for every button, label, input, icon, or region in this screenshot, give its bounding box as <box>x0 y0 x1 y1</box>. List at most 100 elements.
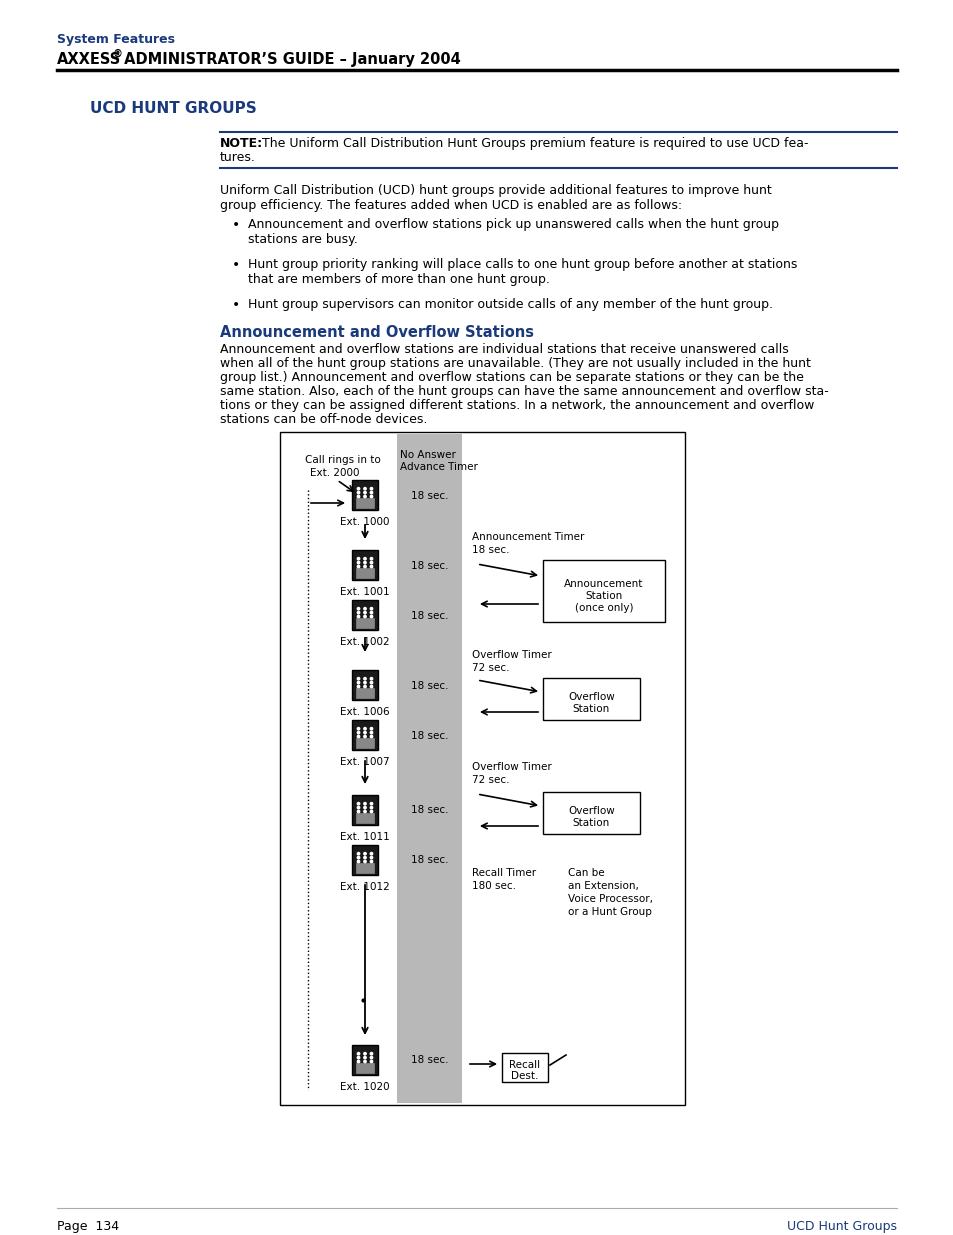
Text: Overflow
Station: Overflow Station <box>568 692 615 714</box>
Circle shape <box>357 562 359 564</box>
Circle shape <box>357 566 359 568</box>
Circle shape <box>357 492 359 494</box>
Circle shape <box>357 1052 359 1055</box>
Bar <box>355 1063 374 1073</box>
Circle shape <box>370 735 373 737</box>
Text: •: • <box>232 219 240 232</box>
Circle shape <box>370 727 373 730</box>
Circle shape <box>363 735 366 737</box>
Bar <box>501 1053 547 1082</box>
Bar <box>396 433 461 1103</box>
Text: 18 sec.: 18 sec. <box>411 492 448 501</box>
Text: 18 sec.: 18 sec. <box>472 545 509 555</box>
Circle shape <box>370 731 373 734</box>
Circle shape <box>363 1052 366 1055</box>
Circle shape <box>370 803 373 805</box>
Circle shape <box>363 685 366 688</box>
Circle shape <box>370 682 373 684</box>
Text: Uniform Call Distribution (UCD) hunt groups provide additional features to impro: Uniform Call Distribution (UCD) hunt gro… <box>220 184 771 198</box>
Text: Hunt group supervisors can monitor outside calls of any member of the hunt group: Hunt group supervisors can monitor outsi… <box>248 298 772 311</box>
Text: Hunt group priority ranking will place calls to one hunt group before another at: Hunt group priority ranking will place c… <box>248 258 797 270</box>
Text: Overflow
Station: Overflow Station <box>568 806 615 827</box>
Text: 72 sec.: 72 sec. <box>472 776 509 785</box>
Circle shape <box>370 492 373 494</box>
Text: 18 sec.: 18 sec. <box>411 680 448 692</box>
Bar <box>280 432 684 1105</box>
Circle shape <box>370 608 373 610</box>
Bar <box>352 795 377 825</box>
Circle shape <box>363 615 366 618</box>
Text: ®: ® <box>112 49 123 59</box>
Text: tions or they can be assigned different stations. In a network, the announcement: tions or they can be assigned different … <box>220 399 814 412</box>
Circle shape <box>363 806 366 809</box>
Text: Announcement Timer: Announcement Timer <box>472 532 584 542</box>
Text: that are members of more than one hunt group.: that are members of more than one hunt g… <box>248 273 549 287</box>
Circle shape <box>357 685 359 688</box>
Text: System Features: System Features <box>57 33 174 46</box>
Circle shape <box>357 611 359 614</box>
Circle shape <box>357 735 359 737</box>
Circle shape <box>370 566 373 568</box>
Bar <box>355 739 374 747</box>
Circle shape <box>363 852 366 855</box>
Text: Ext. 1012: Ext. 1012 <box>340 882 390 892</box>
Text: Announcement
Station
(once only): Announcement Station (once only) <box>564 579 643 613</box>
Circle shape <box>357 557 359 559</box>
Bar <box>355 688 374 698</box>
Text: Ext. 1001: Ext. 1001 <box>340 587 390 597</box>
Text: NOTE:: NOTE: <box>220 137 263 149</box>
Circle shape <box>363 727 366 730</box>
Circle shape <box>370 806 373 809</box>
Circle shape <box>363 856 366 858</box>
Circle shape <box>370 1061 373 1062</box>
Text: Can be: Can be <box>567 868 604 878</box>
Circle shape <box>370 615 373 618</box>
Text: Page  134: Page 134 <box>57 1220 119 1233</box>
Text: Overflow Timer: Overflow Timer <box>472 762 551 772</box>
Text: Advance Timer: Advance Timer <box>399 462 477 472</box>
Text: 180 sec.: 180 sec. <box>472 881 516 890</box>
Circle shape <box>357 615 359 618</box>
Circle shape <box>370 1052 373 1055</box>
Circle shape <box>357 727 359 730</box>
Bar <box>542 559 664 622</box>
Text: Ext. 1011: Ext. 1011 <box>340 832 390 842</box>
Bar <box>355 498 374 508</box>
Text: 18 sec.: 18 sec. <box>411 1055 448 1065</box>
Circle shape <box>363 492 366 494</box>
Circle shape <box>370 852 373 855</box>
Bar <box>355 863 374 873</box>
Circle shape <box>357 861 359 863</box>
Circle shape <box>370 861 373 863</box>
Circle shape <box>370 685 373 688</box>
Circle shape <box>357 806 359 809</box>
Circle shape <box>357 488 359 490</box>
Circle shape <box>370 488 373 490</box>
Circle shape <box>357 1056 359 1058</box>
Circle shape <box>370 856 373 858</box>
Text: Ext. 1007: Ext. 1007 <box>340 757 390 767</box>
Text: Recall
Dest.: Recall Dest. <box>509 1060 540 1082</box>
Bar <box>352 845 377 876</box>
Text: Ext. 2000: Ext. 2000 <box>310 468 359 478</box>
Text: when all of the hunt group stations are unavailable. (They are not usually inclu: when all of the hunt group stations are … <box>220 357 810 370</box>
Text: Ext. 1000: Ext. 1000 <box>340 517 390 527</box>
Bar <box>542 792 639 834</box>
Text: group list.) Announcement and overflow stations can be separate stations or they: group list.) Announcement and overflow s… <box>220 370 803 384</box>
Text: or a Hunt Group: or a Hunt Group <box>567 906 651 918</box>
Text: UCD HUNT GROUPS: UCD HUNT GROUPS <box>90 101 256 116</box>
Text: •: • <box>232 298 240 312</box>
Circle shape <box>363 1061 366 1062</box>
Bar <box>352 1045 377 1074</box>
Circle shape <box>363 562 366 564</box>
Circle shape <box>370 611 373 614</box>
Text: Voice Processor,: Voice Processor, <box>567 894 652 904</box>
Circle shape <box>363 608 366 610</box>
Text: 18 sec.: 18 sec. <box>411 805 448 815</box>
Text: 18 sec.: 18 sec. <box>411 731 448 741</box>
Circle shape <box>357 682 359 684</box>
Circle shape <box>357 731 359 734</box>
Circle shape <box>370 495 373 498</box>
Text: Recall Timer: Recall Timer <box>472 868 536 878</box>
Text: Announcement and Overflow Stations: Announcement and Overflow Stations <box>220 325 534 340</box>
